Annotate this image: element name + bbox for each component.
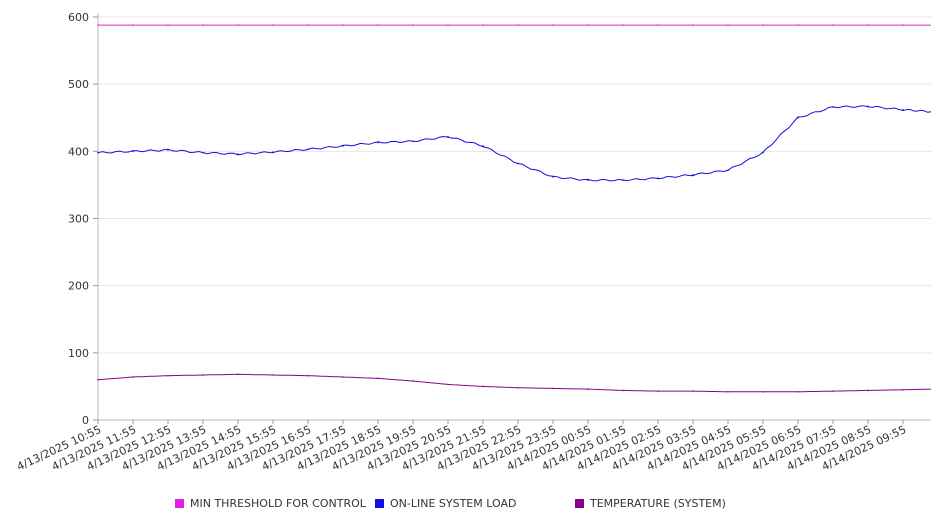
data-point bbox=[482, 145, 484, 147]
data-point bbox=[377, 377, 379, 380]
data-point bbox=[692, 24, 694, 26]
data-point bbox=[342, 24, 344, 26]
data-point bbox=[132, 376, 134, 378]
data-point bbox=[552, 176, 554, 178]
data-point bbox=[797, 24, 799, 26]
data-point bbox=[342, 145, 344, 147]
data-point bbox=[237, 153, 239, 155]
data-point bbox=[132, 24, 134, 26]
y-tick-label: 600 bbox=[68, 11, 89, 24]
legend-swatch-min-threshold bbox=[175, 499, 184, 508]
series-line-1 bbox=[97, 105, 932, 182]
y-tick-label: 500 bbox=[68, 78, 89, 91]
data-point bbox=[552, 387, 554, 390]
data-point bbox=[517, 162, 519, 165]
data-point bbox=[797, 390, 799, 393]
y-tick-label: 200 bbox=[68, 280, 89, 293]
series-line-2 bbox=[97, 373, 932, 393]
data-point bbox=[587, 179, 589, 182]
x-axis-ticks: 4/13/2025 10:554/13/2025 11:554/13/2025 … bbox=[15, 420, 908, 473]
data-point bbox=[412, 380, 414, 382]
data-point bbox=[202, 151, 204, 154]
legend-swatch-online-system-load bbox=[375, 499, 384, 508]
legend-label-temperature: TEMPERATURE (SYSTEM) bbox=[590, 497, 726, 510]
data-point bbox=[867, 24, 869, 26]
legend-swatch-temperature bbox=[575, 499, 584, 508]
data-point bbox=[692, 174, 694, 176]
data-point bbox=[307, 24, 309, 26]
legend-label-online-system-load: ON-LINE SYSTEM LOAD bbox=[390, 497, 517, 510]
y-axis-ticks: 0 100 200 300 400 500 600 bbox=[68, 11, 98, 427]
data-point bbox=[517, 386, 519, 389]
data-point bbox=[202, 24, 204, 26]
data-point bbox=[167, 149, 169, 151]
data-point bbox=[482, 24, 484, 26]
data-point bbox=[132, 150, 134, 153]
data-point bbox=[307, 374, 309, 377]
data-point bbox=[97, 151, 99, 154]
data-point bbox=[657, 390, 659, 392]
data-point bbox=[832, 390, 834, 392]
data-point bbox=[902, 24, 904, 26]
data-point bbox=[377, 24, 379, 26]
legend-item-online-system-load[interactable]: ON-LINE SYSTEM LOAD bbox=[375, 497, 516, 510]
data-point bbox=[167, 24, 169, 26]
legend-item-min-threshold[interactable]: MIN THRESHOLD FOR CONTROL bbox=[175, 497, 366, 510]
data-point bbox=[657, 177, 659, 179]
data-point bbox=[377, 141, 379, 144]
data-point bbox=[482, 385, 484, 388]
data-point bbox=[272, 151, 274, 153]
y-tick-label: 300 bbox=[68, 213, 89, 226]
data-point bbox=[622, 389, 624, 392]
data-point bbox=[272, 374, 274, 376]
series-lines bbox=[97, 24, 932, 393]
y-tick-label: 400 bbox=[68, 145, 89, 158]
data-point bbox=[237, 24, 239, 26]
data-point bbox=[727, 390, 729, 393]
data-point bbox=[902, 108, 904, 111]
data-point bbox=[97, 24, 99, 26]
data-point bbox=[587, 24, 589, 26]
data-point bbox=[447, 383, 449, 386]
data-point bbox=[517, 24, 519, 26]
data-point bbox=[447, 24, 449, 26]
legend: MIN THRESHOLD FOR CONTROL ON-LINE SYSTEM… bbox=[0, 497, 946, 515]
y-tick-label: 0 bbox=[82, 414, 89, 427]
data-point bbox=[832, 24, 834, 26]
data-point bbox=[762, 24, 764, 26]
data-point bbox=[657, 24, 659, 26]
data-point bbox=[867, 105, 869, 108]
data-point bbox=[727, 24, 729, 26]
data-point bbox=[832, 106, 834, 108]
data-point bbox=[447, 135, 449, 138]
data-point bbox=[307, 148, 309, 151]
data-point bbox=[902, 388, 904, 391]
data-point bbox=[167, 374, 169, 377]
data-point bbox=[867, 389, 869, 392]
data-point bbox=[762, 390, 764, 393]
data-point bbox=[762, 151, 764, 154]
data-point bbox=[202, 374, 204, 376]
data-point bbox=[237, 373, 239, 376]
data-point bbox=[692, 390, 694, 392]
data-point bbox=[412, 24, 414, 26]
data-point bbox=[727, 169, 729, 171]
grid-lines bbox=[98, 16, 931, 354]
legend-label-min-threshold: MIN THRESHOLD FOR CONTROL bbox=[190, 497, 366, 510]
data-point bbox=[272, 24, 274, 26]
data-point bbox=[622, 179, 624, 182]
data-point bbox=[622, 24, 624, 26]
data-point bbox=[97, 378, 99, 381]
y-tick-label: 100 bbox=[68, 347, 89, 360]
data-point bbox=[412, 140, 414, 143]
axes bbox=[97, 13, 931, 421]
data-point bbox=[342, 376, 344, 378]
data-point bbox=[587, 388, 589, 390]
data-point bbox=[797, 116, 799, 119]
data-point bbox=[552, 24, 554, 26]
legend-item-temperature[interactable]: TEMPERATURE (SYSTEM) bbox=[575, 497, 726, 510]
